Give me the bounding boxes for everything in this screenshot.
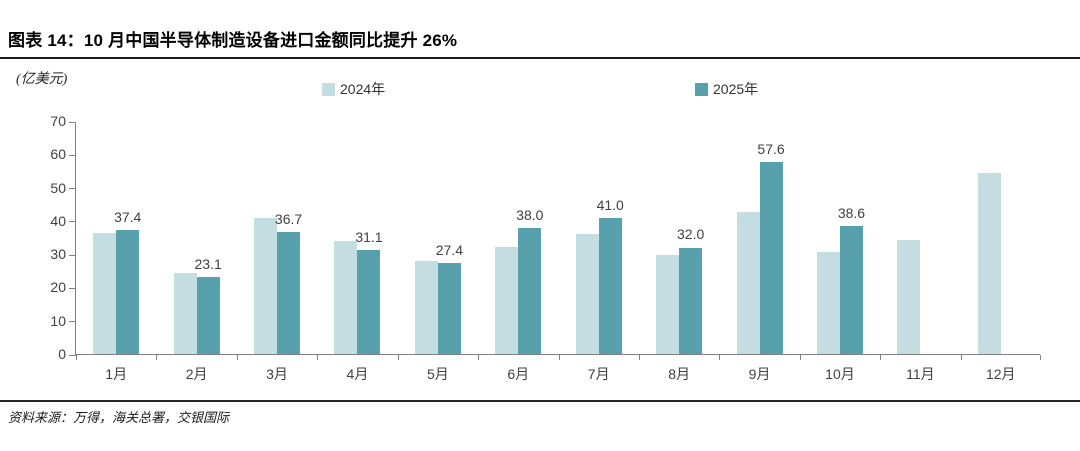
data-label-4月: 31.1 xyxy=(355,229,383,246)
bar-2024年-11月 xyxy=(897,239,921,354)
x-tick-label-5月: 5月 xyxy=(426,366,449,382)
bar-2024年-3月 xyxy=(254,217,278,354)
y-tick-label: 50 xyxy=(50,179,66,196)
data-label-2月: 23.1 xyxy=(194,256,222,273)
x-axis-tick xyxy=(76,355,77,360)
bar-2024年-1月 xyxy=(93,232,117,354)
data-label-9月: 57.6 xyxy=(757,141,785,158)
legend-label-2024: 2024年 xyxy=(340,81,386,97)
bar-2025年-5月 xyxy=(437,262,461,354)
source-note: 资料来源：万得，海关总署，交银国际 xyxy=(8,410,230,425)
bar-chart-plot-area: 0 10 20 30 40 50 60 70 37.4 1月 23.1 2月 36.7 3月 31.1 4月 2… xyxy=(50,113,1041,382)
y-axis-tick xyxy=(69,188,76,190)
x-axis-tick xyxy=(719,355,721,360)
x-axis-tick xyxy=(558,355,560,360)
y-axis-tick xyxy=(69,154,76,156)
x-axis-tick xyxy=(397,355,399,360)
x-axis-tick xyxy=(799,355,801,360)
y-tick-label: 0 xyxy=(58,346,66,362)
bar-2025年-10月 xyxy=(839,225,863,354)
y-axis-tick xyxy=(69,321,76,323)
y-tick-label: 70 xyxy=(50,113,66,129)
y-tick-label: 60 xyxy=(50,146,66,163)
bar-2025年-3月 xyxy=(277,231,301,354)
x-axis-tick xyxy=(478,355,480,360)
data-label-8月: 32.0 xyxy=(677,226,705,243)
x-axis-tick xyxy=(317,355,319,360)
y-axis-unit-label: (亿美元) xyxy=(16,72,68,87)
bar-2025年-8月 xyxy=(679,247,703,354)
x-axis-tick xyxy=(236,355,238,360)
bar-2024年-7月 xyxy=(575,233,599,354)
x-tick-label-2月: 2月 xyxy=(185,366,208,382)
y-axis-tick xyxy=(69,221,76,223)
y-axis-tick xyxy=(69,287,76,289)
data-label-10月: 38.6 xyxy=(837,204,866,221)
x-axis-tick xyxy=(1040,355,1041,360)
legend-swatch-2025 xyxy=(695,82,708,96)
bar-2024年-10月 xyxy=(816,252,840,354)
x-tick-label-6月: 6月 xyxy=(507,366,530,382)
legend-swatch-2024 xyxy=(322,82,335,96)
y-axis-tick xyxy=(69,121,76,123)
y-tick-label: 40 xyxy=(50,212,66,229)
x-tick-label-11月: 11月 xyxy=(906,366,935,382)
bar-2025年-9月 xyxy=(759,162,783,354)
x-axis-tick xyxy=(156,355,158,360)
x-axis-tick xyxy=(960,355,962,360)
x-tick-label-1月: 1月 xyxy=(105,366,128,382)
bar-2025年-6月 xyxy=(518,227,542,354)
legend-item-2025: 2025年 xyxy=(695,79,758,99)
x-tick-label-7月: 7月 xyxy=(587,366,610,382)
bar-2024年-6月 xyxy=(495,247,519,354)
x-axis-tick xyxy=(638,355,640,360)
data-label-6月: 38.0 xyxy=(516,206,544,223)
x-tick-label-8月: 8月 xyxy=(668,366,691,382)
y-axis-tick xyxy=(69,254,76,256)
bar-2024年-5月 xyxy=(414,261,438,354)
x-tick-label-3月: 3月 xyxy=(266,366,288,382)
bar-2024年-4月 xyxy=(334,240,358,354)
y-tick-label: 20 xyxy=(50,279,66,296)
y-axis-tick xyxy=(69,354,76,356)
bar-2025年-7月 xyxy=(598,217,622,354)
data-label-5月: 27.4 xyxy=(435,241,463,258)
data-label-3月: 36.7 xyxy=(274,210,303,227)
bar-2025年-2月 xyxy=(196,277,220,354)
bar-2025年-4月 xyxy=(357,250,381,354)
footer-divider xyxy=(0,400,1080,402)
bar-2024年-9月 xyxy=(736,212,760,354)
x-tick-label-4月: 4月 xyxy=(346,366,369,382)
data-label-1月: 37.4 xyxy=(114,208,142,225)
x-tick-label-12月: 12月 xyxy=(985,366,1016,382)
legend-label-2025: 2025年 xyxy=(713,81,759,97)
y-tick-label: 30 xyxy=(50,246,66,263)
bar-2024年-8月 xyxy=(656,255,680,354)
x-axis-tick xyxy=(880,355,882,360)
title-divider xyxy=(0,57,1080,59)
bar-2024年-12月 xyxy=(977,172,1001,354)
bar-2024年-2月 xyxy=(173,273,197,354)
legend-item-2024: 2024年 xyxy=(322,79,385,99)
x-tick-label-9月: 9月 xyxy=(748,366,771,382)
data-label-7月: 41.0 xyxy=(596,196,624,213)
x-tick-label-10月: 10月 xyxy=(825,366,855,382)
bar-2025年-1月 xyxy=(116,229,140,354)
y-tick-label: 10 xyxy=(50,312,66,329)
figure-title: 图表 14：10 月中国半导体制造设备进口金额同比提升 26% xyxy=(8,31,458,50)
